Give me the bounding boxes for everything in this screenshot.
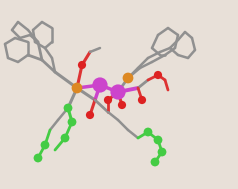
Point bbox=[75, 87, 79, 90]
Point bbox=[126, 77, 130, 80]
Point bbox=[80, 64, 84, 67]
Point bbox=[156, 139, 160, 142]
Point bbox=[98, 84, 102, 87]
Point bbox=[66, 106, 70, 109]
Point bbox=[120, 104, 124, 107]
Point bbox=[88, 113, 92, 116]
Point bbox=[146, 130, 150, 133]
Point bbox=[156, 74, 160, 77]
Point bbox=[70, 121, 74, 124]
Point bbox=[43, 143, 47, 146]
Point bbox=[160, 150, 164, 153]
Point bbox=[140, 98, 144, 101]
Point bbox=[63, 136, 67, 139]
Point bbox=[116, 91, 120, 94]
Point bbox=[106, 98, 110, 101]
Point bbox=[153, 160, 157, 163]
Point bbox=[36, 156, 40, 160]
